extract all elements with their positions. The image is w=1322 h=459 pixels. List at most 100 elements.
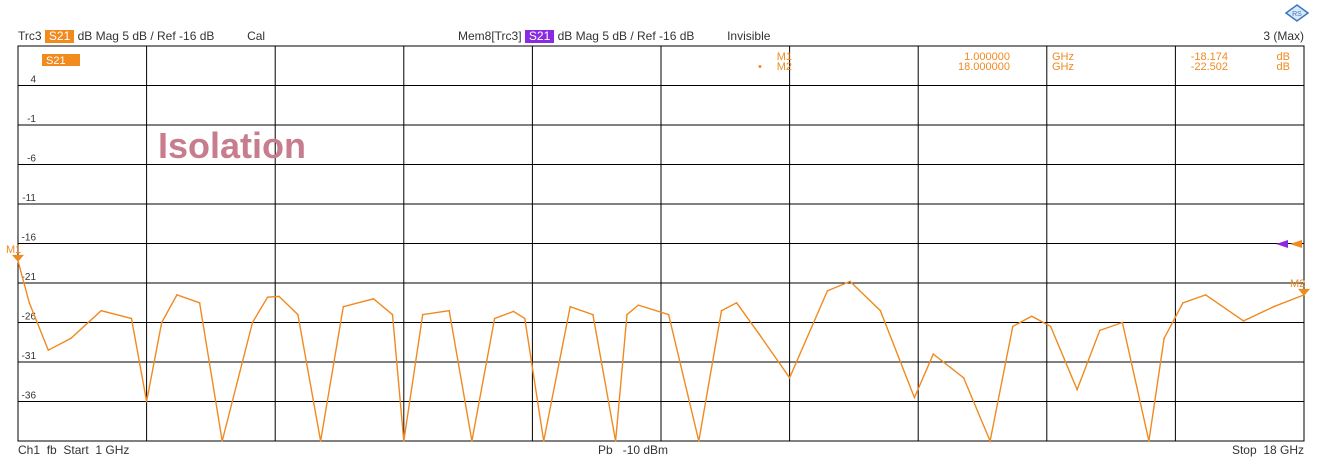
y-tick-label: -6 <box>27 154 36 165</box>
trace-tag-label: S21 <box>46 55 66 67</box>
marker-table: M1 1.000000 GHz -18.174 dB M2 • 18.000000 GHz -22… <box>758 51 1290 73</box>
trace-point <box>130 317 133 320</box>
isolation-annotation: Isolation <box>158 125 306 166</box>
channel-label[interactable]: Ch1 <box>18 443 41 457</box>
marker-flags: M1 M2 <box>6 244 1310 296</box>
trace-point <box>698 440 700 442</box>
trace-point <box>637 304 640 306</box>
trace-point <box>1204 294 1207 296</box>
trace-point <box>221 440 224 442</box>
trace-point <box>913 396 916 399</box>
marker-name: M2 <box>777 61 792 73</box>
trace-point <box>1148 440 1150 442</box>
stop-label: Stop <box>1231 443 1257 457</box>
trace-point <box>278 295 280 298</box>
memory-name[interactable]: Mem8[Trc3] <box>458 29 522 43</box>
stop-value[interactable]: 18 GHz <box>1263 443 1304 457</box>
trace-point <box>100 309 103 312</box>
marker-flag-icon <box>1298 288 1310 296</box>
trace-point <box>989 440 991 442</box>
memory-param-badge[interactable]: S21 <box>524 30 555 43</box>
trace-point <box>542 440 545 442</box>
trace-point <box>160 321 163 324</box>
trace-point <box>758 333 761 336</box>
marker-frequency-unit: GHz <box>1052 51 1074 63</box>
y-tick-label: -16 <box>22 233 37 244</box>
trace-point <box>614 440 617 442</box>
trace-point <box>1030 315 1033 317</box>
svg-text:RS: RS <box>1292 11 1302 18</box>
footer-start: Ch1 fb Start 1 GHz <box>18 443 129 457</box>
trace-point <box>788 377 791 379</box>
marker-count: 3 (Max) <box>1263 29 1304 43</box>
trace-point <box>448 309 450 312</box>
y-tick-label: -26 <box>22 312 37 323</box>
s21-trace-line <box>17 260 1305 444</box>
marker-flag-label: M1 <box>6 244 21 256</box>
trace-point <box>1011 325 1014 328</box>
y-tick-labels: 4 -1 -6 -11 -16 -21 -26 -31 -36 <box>22 75 37 402</box>
trace-point <box>266 296 269 299</box>
trace-point <box>932 353 935 355</box>
marker-frequency: 18.000000 <box>958 61 1010 73</box>
trace-point <box>198 301 201 304</box>
marker-active-dot: • <box>758 61 762 73</box>
marker-value-unit: dB <box>1277 51 1290 63</box>
trace-point <box>720 309 723 312</box>
trace-point <box>251 321 254 324</box>
trace-scale: 5 dB / <box>122 29 154 43</box>
trace-point <box>176 294 178 296</box>
trace-point <box>297 313 299 316</box>
trace-point <box>391 313 394 316</box>
trace-name[interactable]: Trc3 <box>18 29 42 43</box>
trace-point <box>471 440 473 442</box>
marker-flag-label: M2 <box>1290 278 1305 290</box>
memory-state: Invisible <box>727 29 771 43</box>
trace-point <box>1098 329 1101 332</box>
marker-flag-icon <box>12 254 24 262</box>
power-value[interactable]: -10 dBm <box>622 443 669 457</box>
trace-cal: Cal <box>247 29 266 43</box>
trace-point <box>1121 321 1124 324</box>
trace-ref-arrow-icon[interactable] <box>1290 240 1302 248</box>
y-tick-label: -21 <box>22 272 37 283</box>
marker-name: M1 <box>777 51 792 63</box>
trace-point <box>879 309 882 312</box>
fb-label: fb <box>46 443 57 457</box>
trace-point <box>592 313 594 316</box>
trace-point <box>735 301 738 304</box>
trace-point <box>524 317 526 320</box>
rohde-schwarz-logo-icon: RS <box>1285 4 1309 22</box>
y-tick-label: 4 <box>30 75 36 86</box>
trace-point <box>342 305 345 308</box>
y-tick-label: -31 <box>22 351 37 362</box>
trace-point <box>512 310 515 313</box>
memory-header: Mem8[Trc3] S21 dB Mag 5 dB / Ref -16 dB … <box>458 29 770 43</box>
trace-param-badge[interactable]: S21 <box>44 30 75 43</box>
trace-point <box>145 400 148 403</box>
trace-ref: Ref -16 dB <box>157 29 215 43</box>
footer-stop: Stop 18 GHz <box>1232 443 1304 457</box>
trace-point <box>70 337 72 340</box>
trace-point <box>47 349 50 351</box>
trace-point <box>849 280 851 283</box>
trace-tag-badge[interactable] <box>42 54 80 66</box>
trace-point <box>319 440 322 442</box>
trace-point <box>1272 305 1275 308</box>
trace-format: dB Mag <box>77 29 119 43</box>
trace-point <box>962 377 965 379</box>
memory-format: dB Mag <box>557 29 599 43</box>
trace-point <box>1076 388 1078 391</box>
memory-ref-arrow-icon[interactable] <box>1276 240 1288 248</box>
start-label: Start <box>63 443 89 457</box>
trace-point <box>626 313 628 316</box>
y-tick-label: -1 <box>27 114 36 125</box>
trace-point <box>28 301 31 304</box>
power-label: Pb <box>598 443 613 457</box>
memory-ref: Ref -16 dB <box>637 29 695 43</box>
footer-power: Pb -10 dBm <box>598 443 668 457</box>
trace-point <box>1049 325 1052 328</box>
memory-scale: 5 dB / <box>602 29 634 43</box>
start-value[interactable]: 1 GHz <box>95 443 130 457</box>
